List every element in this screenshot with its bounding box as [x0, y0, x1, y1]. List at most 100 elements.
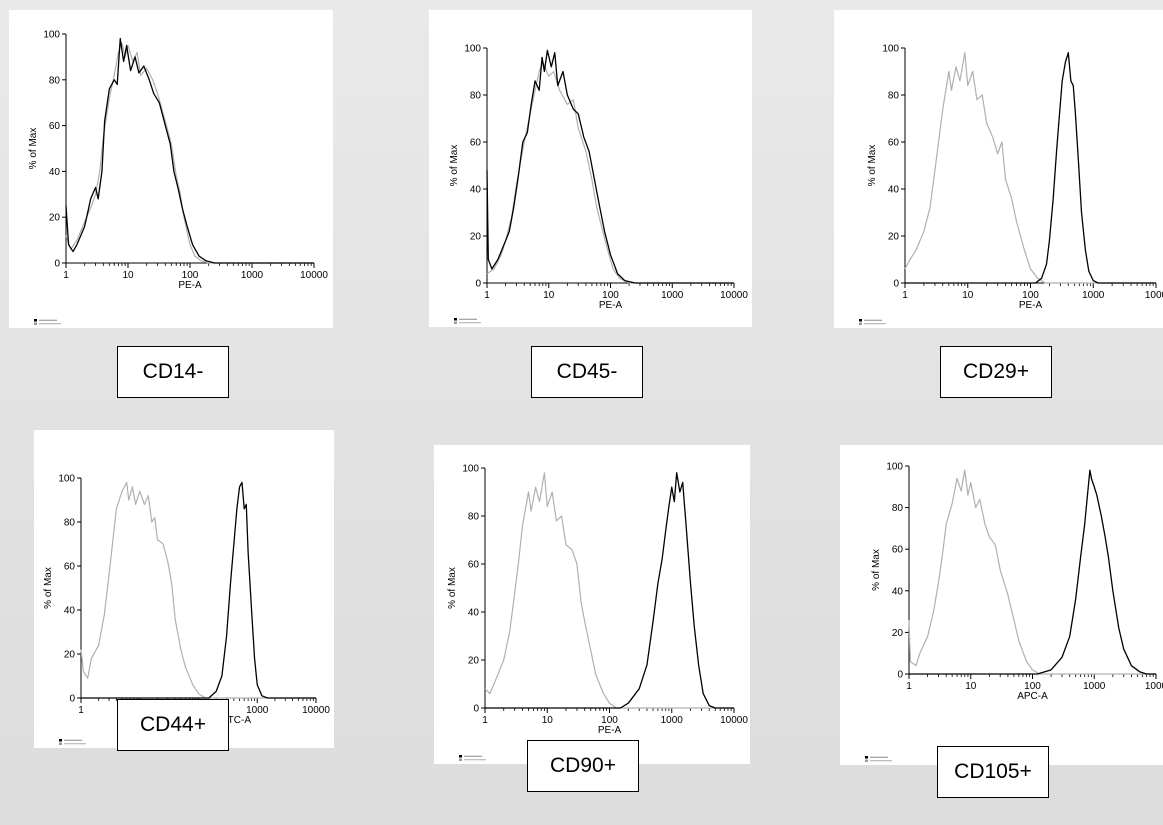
x-tick-label: 100: [601, 715, 618, 726]
x-tick-label: 100: [1024, 681, 1041, 692]
x-tick-label: 1: [482, 715, 488, 726]
sample-histogram-line: [909, 469, 1156, 675]
y-tick-label: 40: [888, 185, 900, 196]
x-tick-label: 10: [122, 270, 134, 281]
y-tick-label: 40: [64, 606, 76, 617]
x-tick-label: 10000: [720, 290, 748, 301]
sample-histogram-line: [905, 52, 1156, 284]
y-tick-label: 80: [468, 512, 480, 523]
x-tick-label: 100: [602, 290, 619, 301]
isotype-histogram-line: [486, 61, 734, 284]
y-tick-label: 60: [64, 562, 76, 573]
histogram-svg: 0 20 40 60 80 100 1 10 100 1000 10000 PE-A % of Max: [449, 44, 748, 324]
y-tick-label: 100: [462, 464, 479, 475]
y-tick-label: 60: [468, 560, 480, 571]
legend-icon: [454, 318, 481, 324]
x-tick-label: 10000: [302, 705, 330, 716]
isotype-histogram-line: [904, 52, 1156, 284]
x-tick-label: 100: [1022, 290, 1039, 301]
y-tick-label: 100: [43, 30, 60, 41]
marker-label: CD29+: [940, 346, 1052, 398]
x-axis-title: PE-A: [599, 300, 623, 311]
x-tick-label: 1: [63, 270, 69, 281]
sample-histogram-line: [65, 37, 314, 264]
x-tick-label: 10000: [720, 715, 748, 726]
x-tick-label: 1000: [1145, 290, 1163, 301]
x-tick-label: 1: [906, 681, 912, 692]
legend-swatch-isotype: [34, 322, 37, 325]
isotype-histogram-line: [484, 472, 734, 709]
y-tick-label: 20: [892, 628, 904, 639]
y-tick-label: 80: [49, 75, 61, 86]
y-tick-label: 40: [470, 185, 482, 196]
histogram-svg: 0 20 40 60 80 100 1 10 100 1000 10000 PE-A % of Max: [28, 30, 328, 325]
legend-swatch-sample: [865, 756, 868, 759]
x-tick-label: 1000: [661, 715, 684, 726]
y-axis-title: % of Max: [447, 567, 458, 609]
x-tick-label: 10: [965, 681, 977, 692]
legend-swatch-sample: [859, 319, 862, 322]
y-tick-label: 100: [882, 44, 899, 55]
y-tick-label: 20: [64, 650, 76, 661]
x-tick-label: 1000: [1082, 290, 1105, 301]
y-tick-label: 100: [464, 44, 481, 55]
y-tick-label: 20: [470, 232, 482, 243]
y-tick-label: 60: [892, 545, 904, 556]
legend-swatch-sample: [454, 318, 457, 321]
y-tick-label: 80: [64, 518, 76, 529]
sample-histogram-line: [485, 472, 734, 709]
x-axis-title: PE-A: [178, 280, 202, 291]
y-axis-title: % of Max: [43, 567, 54, 609]
x-tick-label: 1000: [1145, 681, 1163, 692]
y-tick-label: 60: [49, 121, 61, 132]
y-axis-title: % of Max: [867, 145, 878, 187]
legend-icon: [459, 755, 486, 761]
isotype-histogram-line: [908, 469, 1156, 675]
y-tick-label: 0: [473, 704, 479, 715]
sample-histogram-line: [486, 49, 734, 284]
x-tick-label: 100: [182, 270, 199, 281]
marker-label: CD44+: [117, 699, 229, 751]
legend-swatch-isotype: [59, 742, 62, 745]
y-tick-label: 40: [468, 608, 480, 619]
x-axis-title: APC-A: [1017, 691, 1048, 702]
x-axis-title: PE-A: [1019, 300, 1043, 311]
histogram-svg: 0 20 40 60 80 100 1 10 100 1000 1000 PE-A % of Max: [859, 44, 1163, 325]
x-axis-title: PE-A: [598, 725, 622, 736]
marker-label: CD14-: [117, 346, 229, 398]
y-tick-label: 80: [892, 503, 904, 514]
legend-swatch-isotype: [454, 321, 457, 324]
legend-icon: [859, 319, 886, 325]
y-tick-label: 20: [49, 213, 61, 224]
y-tick-label: 0: [893, 279, 899, 290]
y-tick-label: 0: [475, 279, 481, 290]
y-tick-label: 0: [69, 694, 75, 705]
x-tick-label: 10: [542, 715, 554, 726]
y-tick-label: 80: [470, 91, 482, 102]
histogram-panel: 0 20 40 60 80 100 1 10 100 1000 10000 PE-A % of Max: [9, 10, 333, 328]
histogram-panel: 0 20 40 60 80 100 1 10 100 1000 1000 APC-A % of Max: [840, 445, 1163, 765]
marker-label: CD45-: [531, 346, 643, 398]
marker-label: CD105+: [937, 746, 1049, 798]
x-tick-label: 1000: [1083, 681, 1106, 692]
y-axis-title: % of Max: [449, 145, 460, 187]
x-tick-label: 10000: [300, 270, 328, 281]
y-tick-label: 100: [886, 462, 903, 473]
x-tick-label: 1: [78, 705, 84, 716]
x-tick-label: 1000: [661, 290, 684, 301]
y-tick-label: 0: [897, 670, 903, 681]
legend-swatch-isotype: [859, 322, 862, 325]
legend-swatch-sample: [59, 739, 62, 742]
y-axis-title: % of Max: [871, 549, 882, 591]
y-axis-title: % of Max: [28, 128, 39, 170]
legend-swatch-isotype: [459, 758, 462, 761]
legend-swatch-sample: [34, 319, 37, 322]
y-tick-label: 40: [49, 167, 61, 178]
histogram-panel: 0 20 40 60 80 100 1 10 100 1000 10000 PE-A % of Max: [429, 10, 752, 327]
y-tick-label: 0: [54, 259, 60, 270]
y-tick-label: 40: [892, 586, 904, 597]
x-tick-label: 1000: [241, 270, 264, 281]
legend-icon: [865, 756, 892, 762]
x-tick-label: 1: [902, 290, 908, 301]
y-tick-label: 60: [470, 138, 482, 149]
